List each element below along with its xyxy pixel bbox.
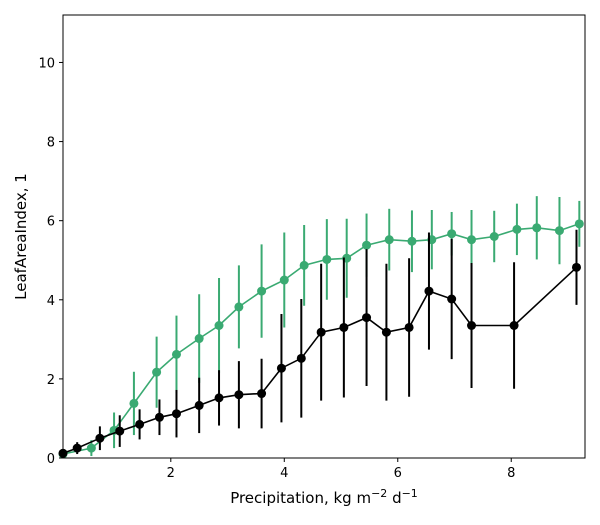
series-1-point-19 xyxy=(447,294,457,304)
series-0-point-15 xyxy=(384,235,394,245)
series-0-point-22 xyxy=(532,223,542,233)
series-0-point-7 xyxy=(214,320,224,330)
series-0-point-21 xyxy=(512,224,522,234)
series-1-point-1 xyxy=(72,443,82,453)
x-tick-label-3: 8 xyxy=(507,466,515,481)
series-1-point-5 xyxy=(154,412,164,422)
series-0-point-4 xyxy=(152,367,162,377)
y-axis-label: LeafAreaIndex, 1 xyxy=(12,173,30,300)
series-0-point-10 xyxy=(279,275,289,285)
series-1-point-17 xyxy=(404,322,414,332)
series-1-point-9 xyxy=(234,390,244,400)
series-0-point-24 xyxy=(574,219,584,229)
series-0-point-8 xyxy=(234,302,244,312)
series-1-point-16 xyxy=(381,327,391,337)
series-0-point-5 xyxy=(171,349,181,359)
x-tick-label-0: 2 xyxy=(167,466,175,481)
x-axis-label-main: Precipitation, kg m xyxy=(230,489,371,507)
series-1-point-11 xyxy=(276,363,286,373)
x-axis-label-exp2: −1 xyxy=(402,487,418,500)
series-0-point-16 xyxy=(407,236,417,246)
x-axis-label-mid: d xyxy=(387,489,401,507)
series-0-point-23 xyxy=(554,226,564,236)
series-1-point-14 xyxy=(339,322,349,332)
series-1-point-7 xyxy=(194,400,204,410)
series-1-point-15 xyxy=(362,313,372,323)
y-tick-label-4: 8 xyxy=(47,136,55,151)
x-axis: 2 4 6 8 xyxy=(167,458,515,481)
y-tick-label-1: 2 xyxy=(47,373,55,388)
x-tick-label-2: 6 xyxy=(394,466,402,481)
series-1-point-8 xyxy=(214,393,224,403)
series-1-point-2 xyxy=(95,433,105,443)
y-tick-label-5: 10 xyxy=(38,56,55,71)
y-tick-label-3: 6 xyxy=(47,215,55,230)
series-layer xyxy=(58,196,584,459)
series-1-point-3 xyxy=(115,426,125,436)
series-1-point-13 xyxy=(316,327,326,337)
series-0-point-6 xyxy=(194,334,204,344)
series-0-point-11 xyxy=(299,260,309,270)
x-tick-label-1: 4 xyxy=(280,466,288,481)
series-1-point-6 xyxy=(171,409,181,419)
series-1-point-20 xyxy=(467,320,477,330)
y-axis: 0 2 4 6 8 10 xyxy=(38,56,63,467)
series-0-point-12 xyxy=(322,254,332,264)
series-1-point-4 xyxy=(135,419,145,429)
y-tick-label-2: 4 xyxy=(47,294,55,309)
series-0-point-1 xyxy=(86,443,96,453)
plot-frame xyxy=(62,14,586,459)
series-0-point-18 xyxy=(447,229,457,239)
series-0-point-9 xyxy=(257,286,267,296)
series-1-point-21 xyxy=(509,320,519,330)
series-1 xyxy=(58,229,581,458)
series-1-point-22 xyxy=(571,262,581,272)
series-1-point-12 xyxy=(296,353,306,363)
series-0-point-14 xyxy=(362,240,372,250)
series-0-point-19 xyxy=(467,235,477,245)
series-0-point-3 xyxy=(129,398,139,408)
series-1-point-18 xyxy=(424,286,434,296)
y-tick-label-0: 0 xyxy=(47,452,55,467)
x-axis-label: Precipitation, kg m−2 d−1 xyxy=(230,487,418,507)
series-1-point-10 xyxy=(257,389,267,399)
x-axis-label-exp1: −2 xyxy=(371,487,387,500)
series-0-point-20 xyxy=(489,232,499,241)
series-0 xyxy=(58,196,584,459)
